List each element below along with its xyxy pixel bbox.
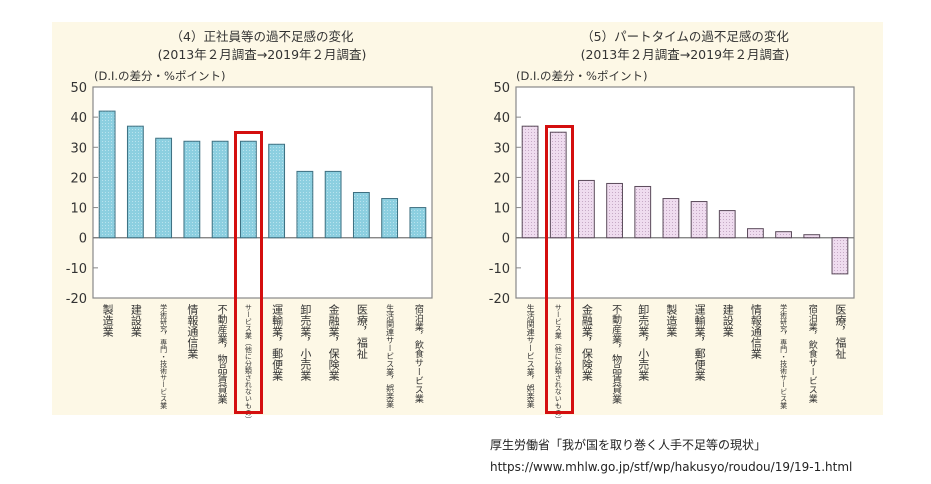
bar-left — [239, 140, 257, 239]
y-tick-label-left: 0 — [79, 232, 87, 247]
highlight-box-left — [234, 131, 263, 414]
bar-left — [296, 170, 314, 239]
y-tick-label-right: 50 — [493, 81, 510, 96]
y-axis-unit-right: (D.I.の差分・%ポイント) — [516, 69, 648, 83]
bar-left — [409, 207, 427, 239]
y-tick-label-right: 40 — [493, 111, 510, 126]
chart-subtitle-left: (2013年２月調査→2019年２月調査) — [157, 47, 367, 62]
x-tick-label-left: 金融業，保険業 — [327, 304, 341, 381]
y-tick-label-left: 30 — [70, 141, 87, 156]
bar-right — [775, 231, 792, 239]
bar-right — [718, 210, 736, 239]
source-citation: 厚生労働省「我が国を取り巻く人手不足等の現状」 — [490, 438, 767, 452]
x-tick-label-right: 不動産業，物品賃貸業 — [609, 304, 621, 404]
bar-right — [549, 131, 567, 239]
x-tick-label-left: サービス業（他に分類されないもの） — [244, 304, 253, 423]
y-tick-label-left: -20 — [66, 292, 87, 307]
bar-left — [126, 125, 144, 239]
chart-title-right: （5）パートタイムの過不足感の変化 — [581, 29, 789, 44]
bar-right — [606, 182, 623, 239]
y-tick-label-right: -10 — [489, 262, 510, 277]
y-tick-label-right: 30 — [493, 141, 510, 156]
x-tick-label-left: 建設業 — [129, 304, 143, 337]
bar-right — [803, 234, 821, 239]
bar-left — [155, 137, 173, 239]
x-tick-label-right: 卸売業，小売業 — [636, 304, 650, 381]
chart-title-left: （4）正社員等の過不足感の変化 — [170, 29, 354, 44]
bar-left — [183, 140, 201, 239]
bar-right — [831, 237, 849, 275]
x-tick-label-left: 医療，福祉 — [355, 304, 369, 359]
y-tick-label-right: 0 — [502, 232, 510, 247]
y-tick-label-left: 40 — [70, 111, 87, 126]
highlight-box-right — [545, 125, 574, 414]
x-tick-label-left: 情報通信業 — [185, 304, 199, 359]
bar-left — [98, 110, 116, 239]
bar-right — [662, 198, 680, 239]
x-tick-label-right: 学術研究，専門・技術サービス業 — [779, 304, 788, 409]
y-tick-label-right: 10 — [493, 202, 510, 217]
x-tick-label-left: 宿泊業，飲食サービス業 — [412, 304, 423, 403]
x-tick-label-right: サービス業（他に分類されないもの） — [554, 304, 563, 423]
x-tick-label-right: 医療，福祉 — [833, 304, 847, 359]
x-tick-label-left: 卸売業，小売業 — [298, 304, 312, 381]
bar-right — [690, 201, 708, 239]
bar-left — [324, 170, 342, 239]
chart-right: 50 40 30 20 10 0 -10 -20 — [489, 81, 855, 307]
source-url[interactable]: https://www.mhlw.go.jp/stf/wp/hakusyo/ro… — [490, 460, 853, 474]
chart-subtitle-right: (2013年２月調査→2019年２月調査) — [580, 47, 790, 62]
y-tick-label-left: -10 — [66, 262, 87, 277]
y-tick-label-left: 50 — [70, 81, 87, 96]
y-tick-label-left: 10 — [70, 202, 87, 217]
x-tick-label-right: 運輸業，郵便業 — [693, 304, 707, 381]
x-tick-label-left: 製造業 — [101, 304, 115, 337]
x-tick-label-right: 建設業 — [721, 304, 735, 337]
x-tick-label-right: 金融業，保険業 — [580, 304, 594, 381]
x-tick-label-right: 生活関連サービス業，娯楽業 — [526, 304, 536, 408]
bar-right — [634, 185, 652, 239]
x-tick-label-right: 情報通信業 — [749, 304, 763, 359]
x-tick-label-left: 生活関連サービス業，娯楽業 — [385, 304, 395, 408]
x-tick-label-left: 不動産業，物品賃貸業 — [215, 304, 227, 404]
x-tick-label-right: 宿泊業，飲食サービス業 — [806, 304, 817, 403]
bar-right — [521, 125, 539, 239]
bar-left — [381, 198, 399, 239]
x-tick-label-right: 製造業 — [664, 304, 678, 337]
bar-right — [747, 228, 764, 239]
y-tick-label-left: 20 — [70, 171, 87, 186]
bar-left — [352, 192, 370, 239]
bar-left — [268, 143, 286, 239]
x-tick-label-left: 運輸業，郵便業 — [270, 304, 284, 381]
y-tick-label-right: -20 — [489, 292, 510, 307]
y-axis-unit-left: (D.I.の差分・%ポイント) — [94, 69, 226, 83]
y-tick-label-right: 20 — [493, 171, 510, 186]
bar-left — [211, 140, 229, 239]
bar-right — [578, 179, 595, 239]
x-tick-label-left: 学術研究，専門・技術サービス業 — [159, 304, 168, 409]
